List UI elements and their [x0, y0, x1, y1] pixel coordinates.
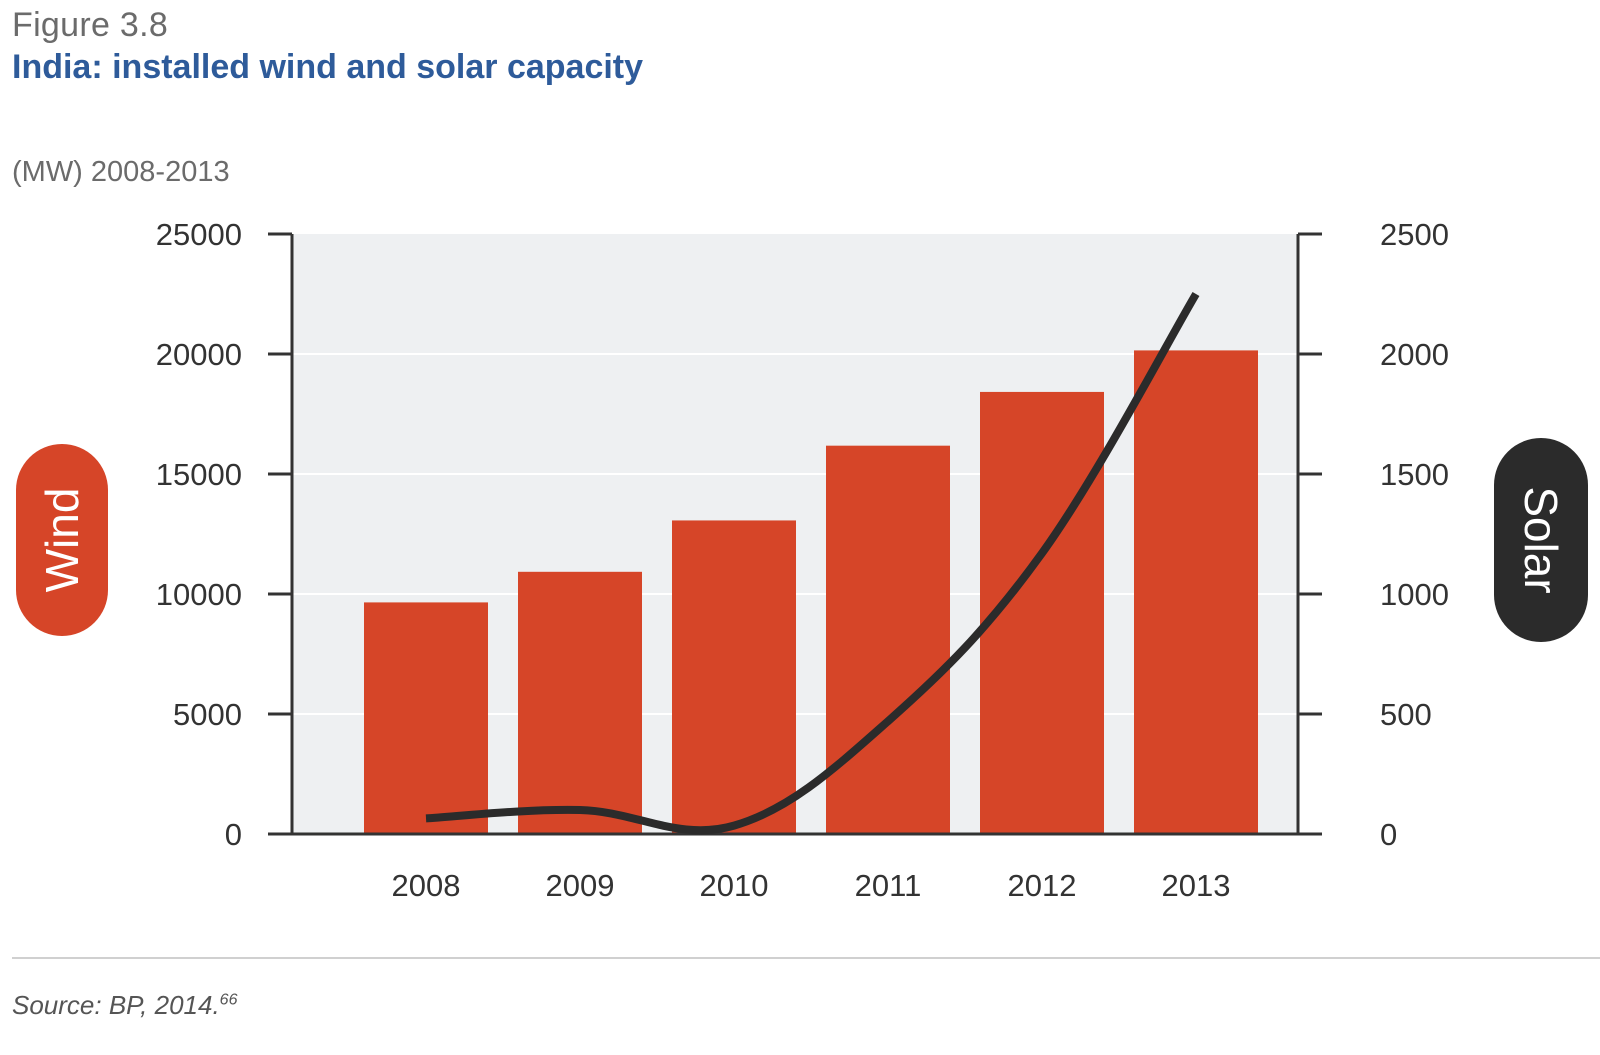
solar-axis-label: Solar	[1515, 486, 1567, 593]
wind-bar-2009	[518, 571, 642, 834]
solar-axis-pill: Solar	[1494, 438, 1588, 642]
right-tick-label: 1500	[1380, 457, 1449, 492]
source-note: Source: BP, 2014.66	[12, 990, 237, 1021]
solar-pill-shape	[1494, 438, 1588, 642]
wind-bar-2010	[672, 520, 796, 834]
x-tick-label: 2010	[700, 868, 769, 903]
wind-bar-2008	[364, 602, 488, 834]
footer-divider	[12, 957, 1600, 959]
x-tick-label: 2012	[1008, 868, 1077, 903]
left-tick-label: 25000	[156, 217, 242, 252]
left-tick-label: 0	[225, 817, 242, 852]
left-tick-label: 10000	[156, 577, 242, 612]
chart-svg: 0 5000 10000 15000 20000 25000 0 500 1000 1500 200…	[16, 217, 1588, 903]
solar-line	[425, 291, 1200, 835]
wind-axis-pill: Wind	[16, 444, 108, 636]
chart-title: India: installed wind and solar capacity	[12, 48, 644, 86]
left-tick-label: 15000	[156, 457, 242, 492]
source-reference: 66	[219, 991, 238, 1009]
wind-axis-label: Wind	[36, 488, 88, 593]
x-tick-label: 2011	[855, 868, 922, 903]
right-tick-label: 500	[1380, 697, 1432, 732]
wind-bar-2013	[1134, 350, 1258, 834]
unit-label: (MW) 2008-2013	[12, 156, 230, 188]
x-tick-label: 2013	[1162, 868, 1231, 903]
right-tick-label: 2000	[1380, 337, 1449, 372]
x-tick-label: 2008	[392, 868, 461, 903]
right-tick-label: 2500	[1380, 217, 1449, 252]
figure-label: Figure 3.8	[12, 6, 169, 44]
left-tick-label: 5000	[173, 697, 242, 732]
right-tick-label: 1000	[1380, 577, 1449, 612]
wind-bar-2011	[826, 445, 950, 834]
x-tick-label: 2009	[546, 868, 615, 903]
left-tick-label: 20000	[156, 337, 242, 372]
source-text: Source: BP, 2014.	[12, 990, 220, 1020]
right-tick-label: 0	[1380, 817, 1397, 852]
wind-pill-shape	[16, 444, 108, 636]
